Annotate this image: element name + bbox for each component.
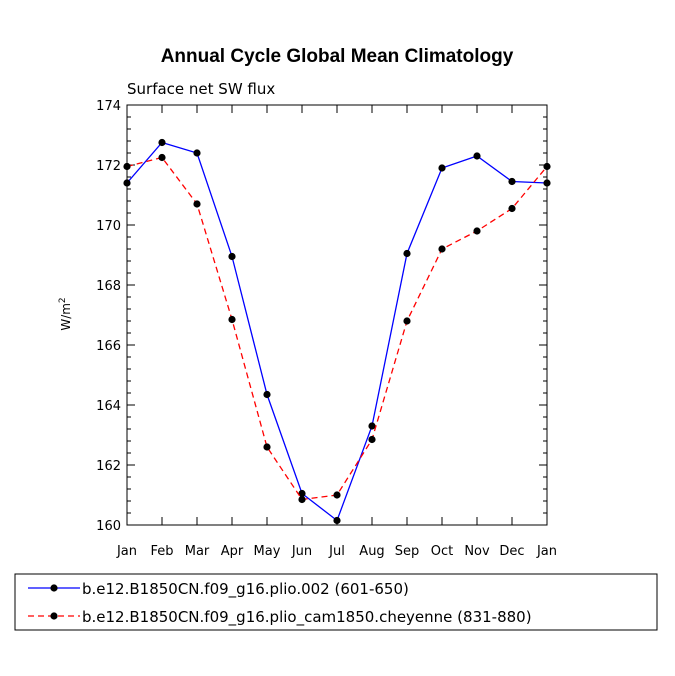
series-1-point <box>263 390 271 399</box>
y-tick-label: 168 <box>96 279 121 294</box>
y-tick-label: 160 <box>96 519 121 534</box>
series-1-point <box>123 179 131 187</box>
y-tick-label: 166 <box>96 339 121 354</box>
legend-marker-1 <box>50 584 58 592</box>
legend-label-1: b.e12.B1850CN.f09_g16.plio.002 (601-650) <box>82 580 409 599</box>
legend-label-2: b.e12.B1850CN.f09_g16.plio_cam1850.cheye… <box>82 608 532 627</box>
series-2-point <box>438 245 446 253</box>
x-tick-label: Feb <box>150 544 173 559</box>
series-1-point <box>333 516 341 525</box>
series-line-1 <box>126 141 548 522</box>
y-axis-label: W/m2 <box>58 297 73 330</box>
x-tick-label: Nov <box>464 544 490 559</box>
series-1-point <box>158 138 166 147</box>
series-1-point <box>508 177 516 186</box>
series-1-point <box>193 149 201 157</box>
y-tick-label: 162 <box>96 459 121 474</box>
plot-frame <box>126 104 548 526</box>
x-tick-label: Jan <box>536 544 557 559</box>
series-2-point <box>123 162 131 171</box>
series-2-point <box>473 227 481 235</box>
chart-subtitle: Surface net SW flux <box>127 80 275 98</box>
legend-marker-2 <box>50 612 58 620</box>
x-tick-label: Jul <box>328 544 345 559</box>
series-1-point <box>438 164 446 172</box>
x-tick-label: Apr <box>221 544 244 559</box>
series-1-point <box>403 249 411 258</box>
series-2-point <box>403 317 411 325</box>
y-tick-label: 174 <box>96 99 121 114</box>
y-tick-label: 170 <box>96 219 121 234</box>
x-tick-label: Mar <box>185 544 210 559</box>
series-line-2 <box>126 156 548 501</box>
series-2-point <box>158 153 166 162</box>
x-tick-label: Sep <box>395 544 420 559</box>
x-tick-label: Jun <box>291 544 312 559</box>
x-tick-label: Oct <box>431 544 453 559</box>
series-2-point <box>508 204 516 213</box>
series-1-point <box>298 489 306 498</box>
x-tick-label: May <box>254 544 281 559</box>
legend-box <box>14 573 658 631</box>
series-2-point <box>193 200 201 208</box>
series-1-point <box>543 179 551 187</box>
series-1-point <box>228 252 236 261</box>
series-2-point <box>543 162 551 171</box>
y-tick-label: 172 <box>96 159 121 174</box>
legend: b.e12.B1850CN.f09_g16.plio.002 (601-650)… <box>14 573 658 631</box>
series-1-point <box>473 152 481 160</box>
x-tick-label: Aug <box>359 544 384 559</box>
series-2-point <box>228 315 236 324</box>
axes-layer: 160 162 164 166 168 170 172 174 Jan Feb Mar Apr May J… <box>96 99 557 559</box>
chart-title: Annual Cycle Global Mean Climatology <box>161 46 514 67</box>
y-tick-label: 164 <box>96 399 121 414</box>
series-1-point <box>368 422 376 430</box>
series-2-point <box>263 443 271 451</box>
series-layer <box>123 138 551 525</box>
series-2-point <box>368 435 376 444</box>
x-tick-label: Dec <box>499 544 524 559</box>
series-2-point <box>333 491 341 499</box>
series-2-point <box>298 495 306 504</box>
x-tick-label: Jan <box>116 544 137 559</box>
